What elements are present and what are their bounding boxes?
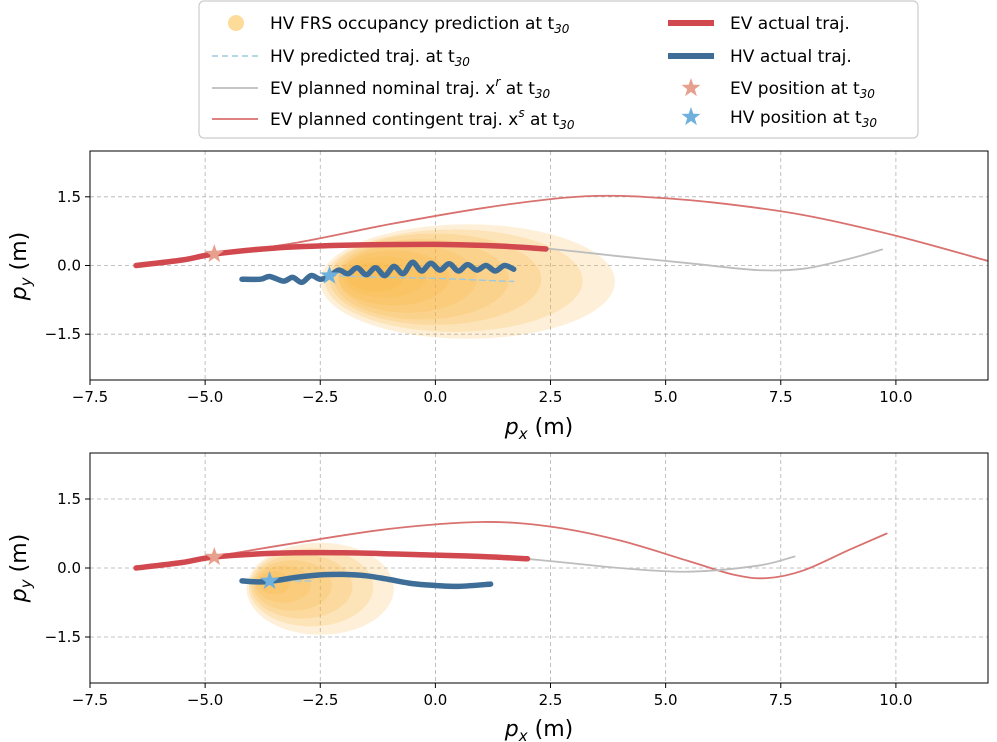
legend-hvpred-label: HV predicted traj. at t30	[270, 47, 470, 69]
legend-nominal-label: EV planned nominal traj. xr at t30	[270, 75, 550, 101]
bottom-hvactual-line	[239, 571, 494, 590]
top-contingent-line	[213, 194, 988, 262]
top-xtick-label: 2.5	[539, 388, 563, 406]
bottom-xtick-label: 2.5	[539, 691, 563, 709]
top-xtick-label: 10.0	[879, 388, 912, 406]
legend-hvpos-star-icon	[681, 107, 701, 126]
top-hvactual-line	[239, 259, 517, 286]
bottom-xtick-label: 7.5	[769, 691, 793, 709]
top-plot-lines	[133, 194, 988, 286]
top-plot-frs	[320, 224, 615, 339]
bottom-evactual-line	[133, 549, 531, 571]
top-ytick-label: 0.0	[57, 257, 81, 275]
bottom-xtick-label: −5.0	[187, 691, 223, 709]
bottom-plot-grid	[90, 453, 988, 683]
top-hvpred-line	[328, 274, 515, 283]
bottom-frs-ellipse	[246, 542, 394, 635]
top-plot-markers	[204, 244, 340, 284]
legend-evactual-label: EV actual traj.	[730, 14, 850, 34]
bottom-frs-ellipse	[248, 548, 374, 627]
top-frs-ellipse	[324, 229, 583, 332]
top-xtick-label: −7.5	[72, 388, 108, 406]
top-plot-ylabel: py (m)	[7, 232, 35, 301]
bottom-ytick-label: 1.5	[57, 490, 81, 508]
legend: HV FRS occupancy prediction at t30 HV pr…	[198, 0, 919, 139]
legend-evpos-star-icon	[681, 78, 701, 97]
bottom-xtick-label: 0.0	[423, 691, 447, 709]
top-ytick-label: −1.5	[45, 325, 81, 343]
top-hv-position-star-icon	[319, 265, 340, 284]
bottom-xtick-label: 5.0	[654, 691, 678, 709]
top-evactual-line	[133, 241, 549, 269]
legend-contingent-label: EV planned contingent traj. xs at t30	[270, 106, 575, 132]
top-xtick-label: 0.0	[423, 388, 447, 406]
bottom-hv-position-star-icon	[260, 570, 280, 589]
top-xtick-label: −2.5	[302, 388, 338, 406]
top-ev-position-star-icon	[204, 244, 224, 263]
top-ytick-label: 1.5	[57, 188, 81, 206]
bottom-ytick-label: 0.0	[57, 559, 81, 577]
legend-hvactual-label: HV actual traj.	[730, 47, 852, 67]
bottom-plot: −7.5 −5.0 −2.5 0.0 2.5 5.0 7.5 10.0 1.5 0.0 −1.5 p…	[7, 452, 989, 742]
bottom-plot-lines	[133, 521, 888, 590]
top-xtick-label: −5.0	[187, 388, 223, 406]
top-plot-xlabel: px (m)	[504, 415, 573, 443]
bottom-plot-ylabel: py (m)	[7, 534, 35, 603]
top-plot-ticks: −7.5 −5.0 −2.5 0.0 2.5 5.0 7.5 10.0 1.5 0.0 −1.5	[45, 188, 913, 406]
bottom-xtick-label: −7.5	[72, 691, 108, 709]
legend-hvpos-label: HV position at t30	[730, 108, 877, 130]
legend-frs-swatch	[228, 15, 244, 31]
bottom-ev-position-star-icon	[204, 547, 224, 566]
top-frs-ellipse	[338, 243, 477, 313]
bottom-ytick-label: −1.5	[45, 628, 81, 646]
bottom-plot-xlabel: px (m)	[504, 717, 573, 742]
top-plot: −7.5 −5.0 −2.5 0.0 2.5 5.0 7.5 10.0 1.5 0.0 −1.5 p…	[7, 150, 989, 443]
bottom-xtick-label: −2.5	[302, 691, 338, 709]
legend-evpos-label: EV position at t30	[730, 79, 875, 101]
legend-frs-label: HV FRS occupancy prediction at t30	[270, 14, 570, 36]
bottom-xtick-label: 10.0	[879, 691, 912, 709]
bottom-plot-markers	[204, 547, 280, 589]
top-xtick-label: 5.0	[654, 388, 678, 406]
top-xtick-label: 7.5	[769, 388, 793, 406]
bottom-plot-ticks: −7.5 −5.0 −2.5 0.0 2.5 5.0 7.5 10.0 1.5 0.0 −1.5	[45, 490, 913, 709]
top-frs-ellipse	[334, 238, 510, 320]
bottom-plot-frs	[246, 542, 394, 635]
top-frs-ellipse	[320, 224, 615, 339]
bottom-frs-ellipse	[251, 554, 353, 619]
legend-frame	[198, 0, 919, 139]
bottom-contingent-line	[213, 521, 888, 580]
top-frs-ellipse	[329, 233, 542, 326]
